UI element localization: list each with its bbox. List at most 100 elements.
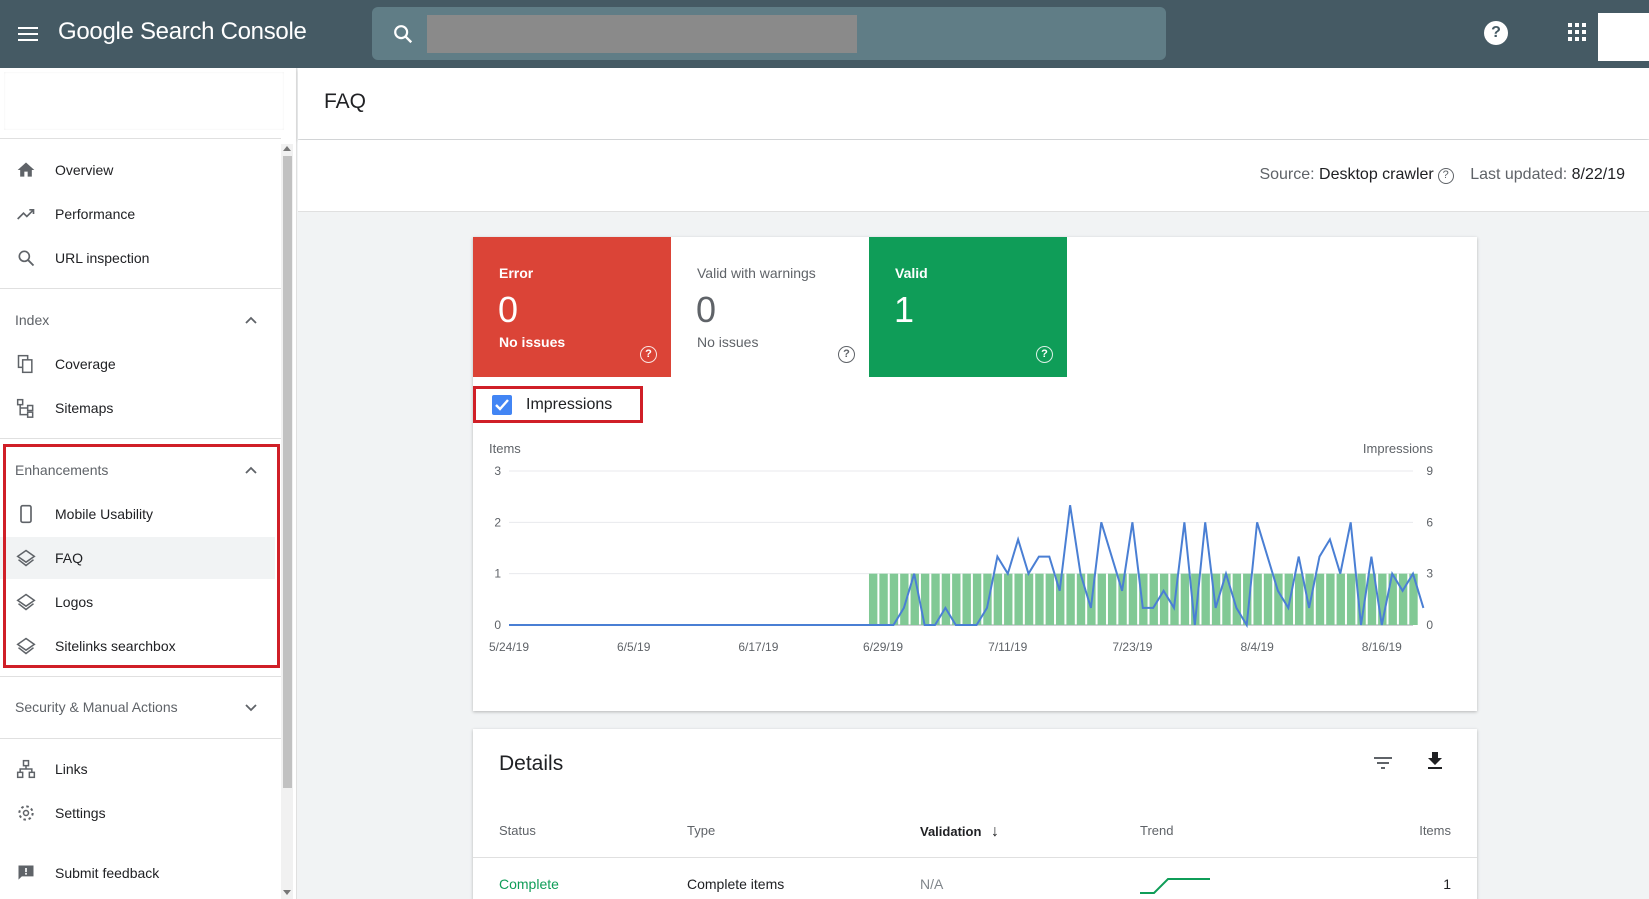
search-bar[interactable]	[372, 7, 1166, 60]
row-trend-sparkline	[1140, 878, 1210, 894]
items-bar	[1035, 573, 1044, 625]
search-icon[interactable]	[392, 23, 414, 45]
items-bar	[1139, 573, 1148, 625]
items-bar	[972, 573, 982, 625]
report-meta-bar: Source: Desktop crawler? Last updated: 8…	[298, 140, 1649, 212]
valid-tile[interactable]: Valid 1 ?	[869, 237, 1067, 377]
items-bar	[1409, 573, 1418, 625]
download-icon[interactable]	[1423, 749, 1447, 773]
x-tick-label: 8/4/19	[1240, 640, 1274, 654]
sidebar-item-submit-feedback[interactable]: Submit feedback	[0, 852, 275, 894]
x-tick-label: 8/16/19	[1362, 640, 1402, 654]
y2-tick-label: 0	[1426, 618, 1433, 632]
table-row[interactable]	[473, 858, 1477, 899]
sidebar-item-url-inspection[interactable]: URL inspection	[0, 237, 275, 279]
feedback-icon	[18, 865, 34, 880]
valid-with-warnings-tile[interactable]: Valid with warnings 0 No issues ?	[671, 237, 869, 377]
search-input[interactable]	[427, 15, 857, 53]
source-value: Desktop crawler	[1319, 166, 1434, 183]
items-bar	[983, 573, 992, 625]
sidebar-scrollbar[interactable]	[281, 144, 293, 899]
source-label: Source:	[1259, 166, 1315, 183]
y2-axis-label: Impressions	[1363, 441, 1434, 456]
apps-grid-icon[interactable]	[1568, 23, 1588, 43]
sidebar-item-label: Links	[55, 761, 88, 777]
scroll-down-arrow[interactable]	[283, 890, 291, 895]
impressions-line	[509, 505, 1425, 629]
app-title[interactable]: Google Search Console	[58, 18, 307, 45]
sidebar-item-sitelinks-searchbox[interactable]: Sitelinks searchbox	[0, 625, 275, 667]
scroll-up-arrow[interactable]	[283, 146, 291, 151]
top-app-bar: Google Search Console ?	[0, 0, 1649, 68]
items-bar	[1232, 573, 1242, 625]
items-bar	[1263, 573, 1273, 625]
details-title: Details	[499, 752, 564, 775]
sidebar-item-sitemaps[interactable]: Sitemaps	[0, 387, 275, 429]
sidebar-item-overview[interactable]: Overview	[0, 149, 275, 191]
hamburger-icon[interactable]	[16, 22, 40, 46]
column-header-validation[interactable]: Validation ↓	[920, 823, 999, 841]
items-bar	[1274, 573, 1283, 625]
tile-name: Error	[499, 265, 534, 281]
x-tick-label: 7/23/19	[1112, 640, 1152, 654]
impressions-toggle[interactable]: Impressions	[473, 386, 643, 423]
items-bar	[1056, 573, 1065, 625]
column-header-items[interactable]: Items	[1419, 823, 1451, 838]
sidebar-item-label: Performance	[55, 206, 136, 222]
sidebar-item-links[interactable]: Links	[0, 748, 275, 790]
sidebar-item-faq[interactable]: FAQ	[0, 537, 275, 579]
items-bar	[952, 573, 961, 625]
layers-icon	[16, 549, 36, 567]
section-header-security[interactable]: Security & Manual Actions	[0, 687, 275, 727]
x-tick-label: 6/29/19	[863, 640, 903, 654]
items-bar	[1398, 573, 1408, 625]
column-header-status[interactable]: Status	[499, 823, 536, 838]
items-bar	[1211, 573, 1221, 625]
help-icon[interactable]: ?	[1036, 346, 1053, 363]
sidebar-item-performance[interactable]: Performance	[0, 193, 275, 235]
items-bar	[900, 573, 909, 625]
row-status[interactable]: Complete	[499, 876, 559, 892]
column-header-type[interactable]: Type	[687, 823, 716, 838]
help-icon[interactable]: ?	[838, 346, 855, 363]
sidebar-item-coverage[interactable]: Coverage	[0, 343, 275, 385]
tile-subtitle: No issues	[697, 334, 759, 350]
y2-tick-label: 9	[1426, 464, 1433, 478]
tile-subtitle: No issues	[499, 334, 566, 350]
items-bar	[1024, 573, 1034, 625]
tile-name: Valid	[895, 265, 928, 281]
tile-count: 0	[696, 289, 717, 330]
filter-icon[interactable]	[1371, 751, 1395, 775]
help-icon[interactable]: ?	[1484, 21, 1508, 45]
items-bar	[931, 573, 940, 625]
section-header-enhancements[interactable]: Enhancements	[0, 450, 275, 490]
scroll-thumb[interactable]	[283, 156, 292, 788]
items-bar	[868, 573, 878, 625]
items-bar	[1367, 573, 1377, 625]
layers-icon	[16, 637, 36, 655]
column-header-trend[interactable]: Trend	[1140, 823, 1174, 838]
error-tile[interactable]: Error 0 No issues ?	[473, 237, 671, 377]
sidebar-item-logos[interactable]: Logos	[0, 581, 275, 623]
sidebar-item-mobile-usability[interactable]: Mobile Usability	[0, 493, 275, 535]
checkbox-checked-icon[interactable]	[492, 395, 512, 415]
page-header: FAQ	[298, 68, 1649, 139]
avatar[interactable]	[1598, 13, 1649, 61]
section-header-index[interactable]: Index	[0, 300, 275, 340]
property-selector[interactable]	[4, 72, 284, 130]
help-icon[interactable]: ?	[640, 346, 657, 363]
trend-line	[1140, 878, 1210, 894]
links-icon	[16, 759, 36, 779]
sidebar-item-label: FAQ	[55, 550, 84, 566]
items-bar	[993, 573, 1003, 625]
page-title: FAQ	[324, 90, 367, 113]
row-items: 1	[1443, 876, 1451, 892]
help-icon[interactable]: ?	[1437, 168, 1454, 184]
chevron-up-icon	[245, 466, 257, 474]
y2-tick-label: 6	[1426, 515, 1433, 529]
section-label: Enhancements	[15, 462, 109, 478]
sidebar-item-settings[interactable]: Settings	[0, 792, 275, 834]
items-bar	[1243, 573, 1252, 625]
phone-icon	[20, 504, 32, 524]
items-bar	[1305, 573, 1314, 625]
